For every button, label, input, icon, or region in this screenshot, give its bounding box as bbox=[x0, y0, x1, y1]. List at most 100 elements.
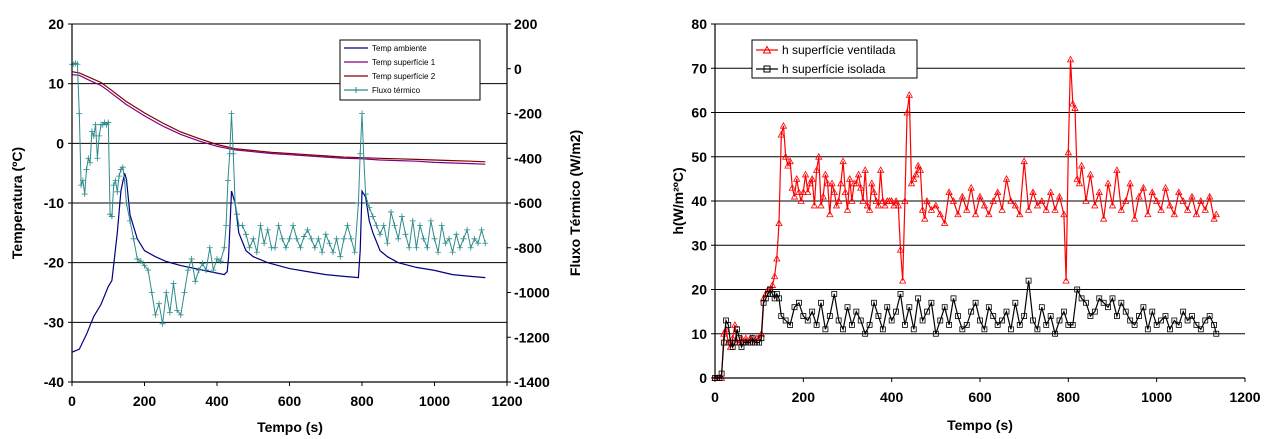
data-point-fluxo-termico bbox=[311, 244, 318, 251]
data-point-h-superficie-isolada bbox=[897, 291, 904, 297]
data-point-h-superficie-ventilada bbox=[892, 197, 900, 204]
data-point-h-superficie-ventilada bbox=[912, 170, 920, 178]
data-point-h-superficie-ventilada bbox=[722, 325, 730, 333]
chart-1-y2-tick-label: -800 bbox=[514, 240, 542, 256]
data-point-h-superficie-isolada bbox=[758, 335, 765, 342]
data-point-h-superficie-ventilada bbox=[843, 206, 852, 213]
data-point-fluxo-termico bbox=[148, 289, 155, 296]
data-point-h-superficie-ventilada bbox=[932, 201, 940, 209]
data-point-h-superficie-isolada bbox=[941, 304, 948, 311]
data-point-h-superficie-isolada bbox=[977, 317, 983, 324]
legend-label-h-superficie-ventilada: h superfície ventilada bbox=[782, 43, 896, 57]
data-point-h-superficie-ventilada bbox=[1002, 175, 1011, 182]
data-point-h-superficie-ventilada bbox=[1139, 183, 1148, 191]
chart-1-y-tick-label: -10 bbox=[44, 195, 64, 211]
data-point-h-superficie-ventilada bbox=[861, 166, 869, 173]
data-point-h-superficie-ventilada bbox=[905, 90, 914, 98]
data-point-h-superficie-ventilada bbox=[832, 201, 841, 209]
data-point-fluxo-termico bbox=[398, 213, 405, 220]
data-point-fluxo-termico bbox=[362, 191, 369, 198]
chart-1-y2-axis-title: Fluxo Térmico (W/m2) bbox=[567, 130, 583, 276]
data-point-h-superficie-isolada bbox=[1069, 321, 1076, 328]
data-point-h-superficie-isolada bbox=[1078, 295, 1085, 302]
data-point-h-superficie-ventilada bbox=[859, 197, 867, 204]
data-point-h-superficie-isolada bbox=[1087, 313, 1094, 319]
data-point-fluxo-termico bbox=[156, 300, 162, 307]
data-point-fluxo-termico bbox=[424, 244, 431, 251]
data-point-h-superficie-isolada bbox=[1091, 308, 1098, 315]
data-point-h-superficie-ventilada bbox=[819, 192, 827, 200]
data-point-h-superficie-ventilada bbox=[1212, 210, 1220, 218]
data-point-h-superficie-isolada bbox=[778, 313, 785, 319]
chart-2-y-tick-label: 60 bbox=[691, 105, 707, 121]
data-point-h-superficie-ventilada bbox=[1064, 148, 1073, 156]
data-point-fluxo-termico bbox=[264, 226, 271, 233]
data-point-h-superficie-isolada bbox=[1056, 317, 1063, 324]
data-point-h-superficie-ventilada bbox=[1170, 210, 1179, 218]
data-point-h-superficie-ventilada bbox=[775, 219, 783, 227]
data-point-fluxo-termico bbox=[192, 278, 199, 285]
data-point-h-superficie-ventilada bbox=[881, 201, 889, 209]
data-point-fluxo-termico bbox=[282, 244, 289, 251]
data-point-h-superficie-ventilada bbox=[993, 188, 1002, 196]
data-point-h-superficie-ventilada bbox=[1011, 201, 1020, 209]
data-point-h-superficie-ventilada bbox=[1188, 192, 1196, 200]
data-point-h-superficie-ventilada bbox=[1175, 188, 1183, 196]
data-point-fluxo-termico bbox=[384, 240, 391, 247]
data-point-h-superficie-ventilada bbox=[936, 210, 944, 218]
data-point-h-superficie-ventilada bbox=[834, 197, 843, 204]
data-point-fluxo-termico bbox=[395, 235, 402, 242]
data-point-fluxo-termico bbox=[438, 222, 445, 229]
data-point-h-superficie-ventilada bbox=[1091, 201, 1099, 209]
data-point-fluxo-termico bbox=[471, 235, 478, 242]
data-point-fluxo-termico bbox=[94, 155, 101, 162]
data-point-h-superficie-isolada bbox=[1061, 308, 1067, 315]
data-point-h-superficie-isolada bbox=[963, 321, 970, 328]
data-point-fluxo-termico bbox=[195, 267, 202, 274]
data-point-fluxo-termico bbox=[275, 222, 282, 229]
chart-1-y2-tick-label: -1000 bbox=[514, 285, 550, 301]
data-point-h-superficie-isolada bbox=[1162, 313, 1169, 319]
data-point-fluxo-termico bbox=[431, 235, 438, 242]
data-point-h-superficie-isolada bbox=[776, 295, 782, 302]
data-point-h-superficie-isolada bbox=[1149, 308, 1156, 315]
data-point-h-superficie-isolada bbox=[972, 299, 979, 306]
data-point-h-superficie-ventilada bbox=[1144, 210, 1152, 218]
data-point-fluxo-termico bbox=[181, 289, 188, 296]
data-point-h-superficie-ventilada bbox=[1197, 197, 1205, 204]
data-point-h-superficie-isolada bbox=[1140, 304, 1147, 311]
data-point-h-superficie-ventilada bbox=[896, 245, 905, 253]
data-point-h-superficie-ventilada bbox=[1157, 206, 1165, 213]
data-point-fluxo-termico bbox=[137, 258, 144, 265]
data-point-h-superficie-ventilada bbox=[852, 179, 861, 187]
data-point-fluxo-termico bbox=[467, 244, 474, 251]
data-point-fluxo-termico bbox=[233, 211, 240, 218]
data-point-h-superficie-ventilada bbox=[808, 175, 816, 182]
data-point-h-superficie-ventilada bbox=[940, 219, 949, 227]
data-point-fluxo-termico bbox=[134, 255, 141, 262]
data-point-h-superficie-isolada bbox=[1122, 308, 1129, 315]
data-point-fluxo-termico bbox=[210, 267, 217, 274]
chart-1-y-tick-label: 0 bbox=[56, 135, 64, 151]
data-point-fluxo-termico bbox=[74, 61, 81, 68]
data-point-h-superficie-ventilada bbox=[1113, 166, 1121, 173]
data-point-h-superficie-ventilada bbox=[901, 197, 909, 204]
data-point-h-superficie-ventilada bbox=[907, 179, 916, 187]
data-point-h-superficie-ventilada bbox=[1055, 192, 1064, 200]
data-point-h-superficie-ventilada bbox=[1051, 206, 1059, 213]
data-point-fluxo-termico bbox=[108, 213, 115, 220]
data-point-h-superficie-ventilada bbox=[890, 201, 898, 209]
data-point-fluxo-termico bbox=[224, 177, 231, 184]
data-point-h-superficie-isolada bbox=[906, 304, 913, 311]
data-point-h-superficie-ventilada bbox=[1029, 188, 1037, 196]
data-point-fluxo-termico bbox=[279, 235, 286, 242]
data-point-fluxo-termico bbox=[322, 231, 329, 238]
data-point-fluxo-termico bbox=[83, 166, 90, 173]
chart-2-legend: h superfície ventilada h superfície isola… bbox=[751, 39, 918, 79]
data-point-h-superficie-isolada bbox=[1047, 313, 1054, 319]
chart-1-y-tick-label: 20 bbox=[48, 16, 64, 32]
data-point-h-superficie-isolada bbox=[910, 326, 917, 333]
data-point-h-superficie-isolada bbox=[822, 326, 829, 333]
data-point-fluxo-termico bbox=[388, 208, 394, 215]
data-point-h-superficie-isolada bbox=[813, 321, 820, 328]
